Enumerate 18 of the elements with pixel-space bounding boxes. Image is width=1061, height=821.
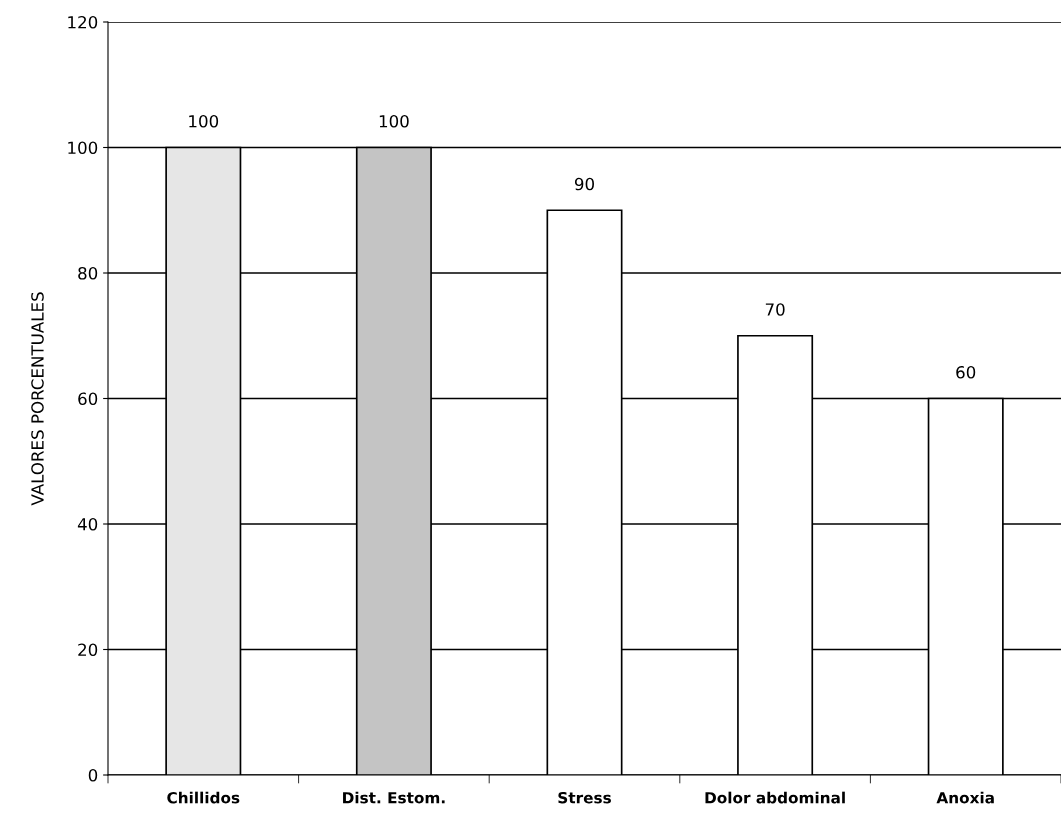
data-label: 60 — [956, 366, 976, 379]
y-tick-label: 40 — [77, 517, 98, 531]
y-tick-label: 60 — [78, 392, 98, 406]
y-tick-label: 0 — [88, 768, 98, 782]
data-label: 90 — [574, 177, 594, 191]
data-label: 100 — [379, 115, 409, 128]
data-label: 100 — [189, 115, 219, 128]
x-tick-label: Stress — [558, 791, 611, 804]
y-tick-label: 100 — [68, 141, 98, 155]
x-tick-label: Chillidos — [167, 791, 240, 804]
x-tick-label: Dolor abdominal — [705, 791, 845, 804]
y-tick-label: 80 — [78, 266, 98, 280]
x-tick-label: Anoxia — [936, 791, 994, 804]
x-tick-label: Dist. Estom. — [343, 791, 445, 804]
y-axis-title: VALORES PORCENTUALES — [31, 292, 44, 506]
y-tick-label: 20 — [78, 643, 98, 657]
y-tick-label: 120 — [68, 15, 98, 29]
data-label: 70 — [765, 303, 785, 316]
